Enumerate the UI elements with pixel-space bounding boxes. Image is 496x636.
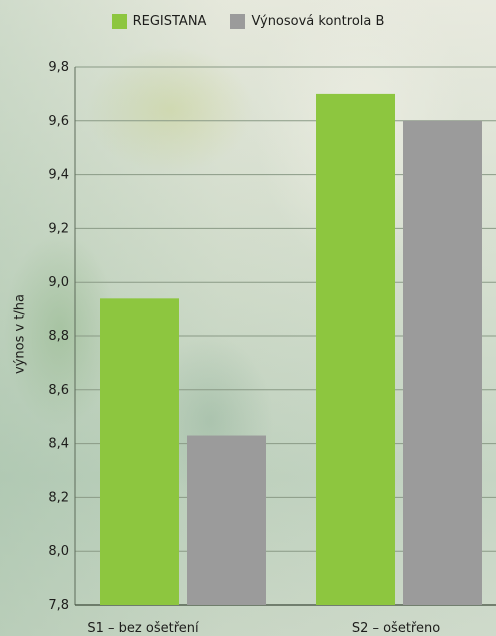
y-tick-label: 8,8 xyxy=(48,329,69,344)
y-tick-label: 9,8 xyxy=(48,60,69,75)
bar-control-2 xyxy=(403,120,482,606)
legend-item-control: Výnosová kontrola B xyxy=(230,14,384,29)
bar-registana-1 xyxy=(100,298,179,605)
x-tick-label: S1 – bez ošetření xyxy=(87,621,199,636)
y-tick-label: 8,0 xyxy=(48,544,69,559)
y-axis-title: výnos v t/ha xyxy=(12,294,28,374)
legend-swatch-control xyxy=(230,14,246,29)
y-tick-label: 8,6 xyxy=(48,383,69,398)
y-tick-label: 9,0 xyxy=(48,275,69,290)
bar-registana-2 xyxy=(316,93,395,606)
y-tick-label: 9,6 xyxy=(48,114,69,129)
legend-label-registana: REGISTANA xyxy=(132,14,207,29)
legend-label-control: Výnosová kontrola B xyxy=(251,14,385,29)
x-tick-label: S2 – ošetřeno xyxy=(352,621,440,636)
y-tick-label: 8,4 xyxy=(48,437,69,452)
bar-control-1 xyxy=(187,435,266,605)
legend-item-registana: REGISTANA xyxy=(111,14,207,29)
y-tick-label: 8,2 xyxy=(48,490,69,505)
y-tick-label: 7,8 xyxy=(48,598,69,613)
chart-legend: REGISTANA Výnosová kontrola B xyxy=(0,14,496,29)
y-tick-label: 9,2 xyxy=(48,221,69,236)
legend-swatch-registana xyxy=(111,14,127,29)
y-tick-label: 9,4 xyxy=(48,168,69,183)
